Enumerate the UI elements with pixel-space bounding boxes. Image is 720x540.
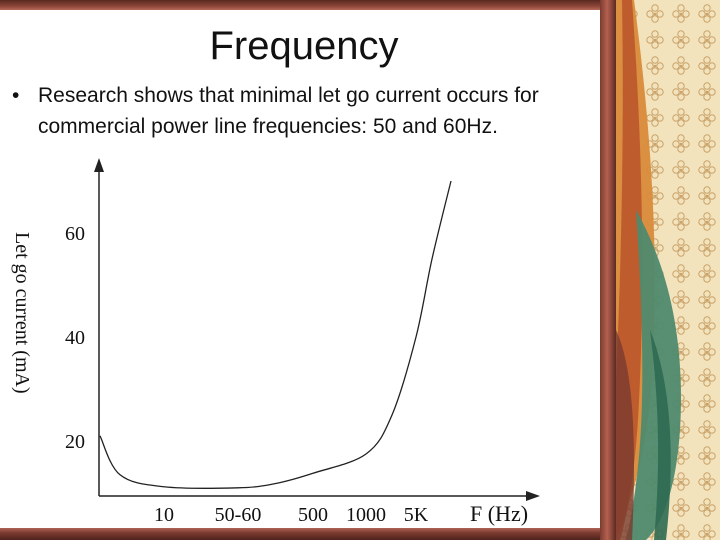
x-tick-label: 500 [298,504,328,526]
x-tick-label: 50-60 [215,504,262,526]
series-line [99,180,452,489]
slide-title: Frequency [209,24,399,68]
y-axis-arrow-icon [94,158,104,172]
slide-frame-bottom [0,528,612,540]
y-tick-labels: 20 40 60 [65,223,85,453]
x-tick-labels: 10 50-60 500 1000 5K [154,504,429,526]
y-tick-label: 40 [65,327,85,349]
let-go-current-chart: Let go current (mA) F (Hz) 20 40 60 10 50-6… [11,158,540,526]
x-tick-label: 10 [154,504,174,526]
x-axis [99,491,540,501]
x-tick-label: 5K [404,504,429,526]
x-axis-arrow-icon [526,491,540,501]
slide-frame-right [600,0,616,540]
slide-frame-top [0,0,612,10]
y-axis [94,158,104,496]
x-tick-label: 1000 [346,504,386,526]
y-tick-label: 60 [65,223,85,245]
y-tick-label: 20 [65,431,85,453]
decorative-side-panel [616,0,720,540]
decorative-pattern [616,0,720,540]
x-axis-label: F (Hz) [470,501,528,526]
bullet-icon: • [12,84,20,107]
y-axis-label: Let go current (mA) [11,232,33,394]
bullet-text: Research shows that minimal let go curre… [38,84,539,138]
